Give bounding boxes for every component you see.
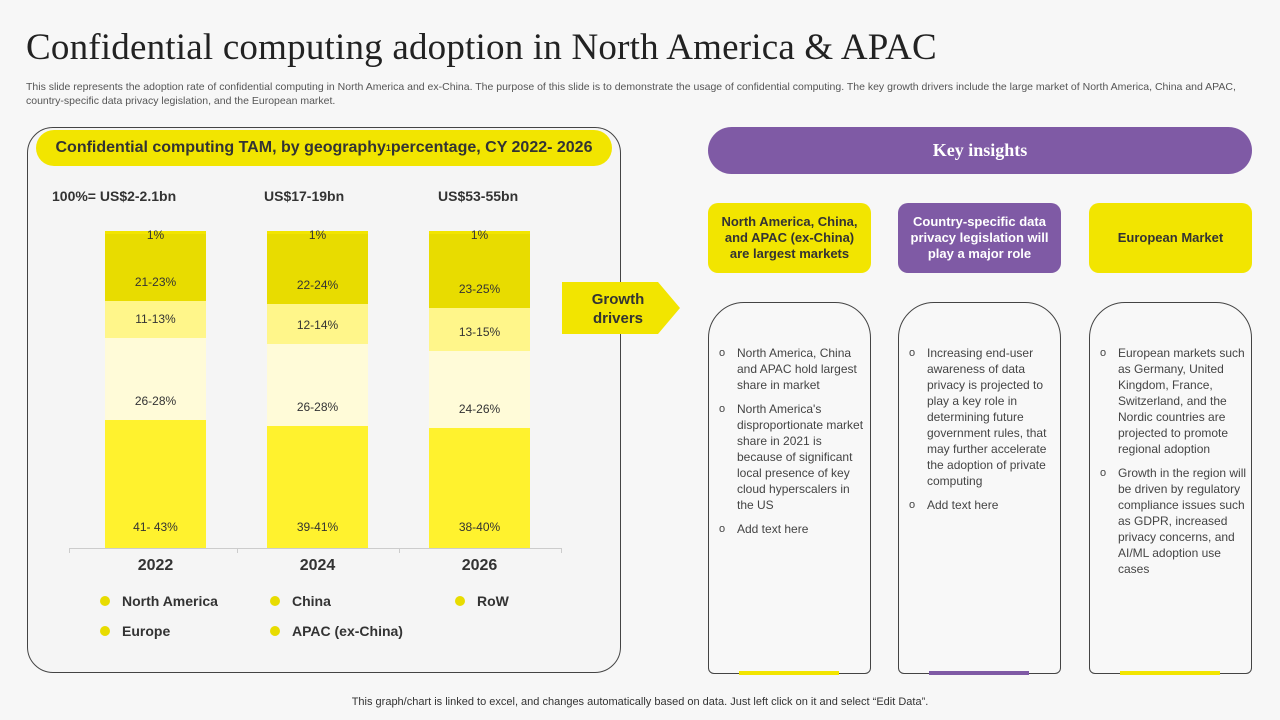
legend-north-america: North America <box>100 593 218 609</box>
bar-segment[interactable] <box>267 426 368 548</box>
bar-segment[interactable] <box>429 231 530 235</box>
legend-dot-icon <box>455 596 465 606</box>
slide-description: This slide represents the adoption rate … <box>26 81 1236 107</box>
legend-china: China <box>270 593 331 609</box>
insight-header-legislation: Country-specific data privacy legislatio… <box>898 203 1061 273</box>
legend-row: RoW <box>455 593 509 609</box>
legend-label: North America <box>122 593 218 609</box>
legend-label: Europe <box>122 623 171 639</box>
legend-dot-icon <box>270 626 280 636</box>
bar-segment[interactable] <box>105 234 206 302</box>
bar-segment[interactable] <box>105 419 206 548</box>
x-axis <box>69 548 561 549</box>
bar-segment[interactable] <box>429 234 530 308</box>
key-insights-header: Key insights <box>708 127 1252 174</box>
insight-card-markets: North America, China and APAC hold large… <box>708 302 871 675</box>
data-label: 22-24% <box>296 278 339 293</box>
arrow-shape-icon <box>562 282 680 334</box>
insight-header-markets: North America, China, and APAC (ex-China… <box>708 203 871 273</box>
data-label: 38-40% <box>458 520 501 534</box>
bar-segment[interactable] <box>267 304 368 344</box>
bar-segment[interactable] <box>429 307 530 352</box>
bullet-item: Growth in the region will be driven by r… <box>1098 465 1248 577</box>
bullet-item: North America, China and APAC hold large… <box>717 345 867 393</box>
bar-segment[interactable] <box>105 301 206 338</box>
data-label: 23-25% <box>458 281 501 296</box>
footer-note: This graph/chart is linked to excel, and… <box>351 696 929 708</box>
chart-title: Confidential computing TAM, by geography… <box>36 130 612 166</box>
bullet-item: Add text here <box>907 497 1057 513</box>
data-label: 1% <box>470 228 489 242</box>
legend-label: RoW <box>477 593 509 609</box>
x-tick-label: 2024 <box>299 557 336 574</box>
data-label: 1% <box>308 228 327 242</box>
data-label: 13-15% <box>458 325 501 340</box>
legend-label: China <box>292 593 331 609</box>
bar-segment[interactable] <box>267 343 368 427</box>
chart-title-superscript: 1 <box>385 143 391 153</box>
insight-card-legislation: Increasing end-user awareness of data pr… <box>898 302 1061 675</box>
x-tick-label: 2026 <box>461 557 498 574</box>
bullet-item: North America's disproportionate market … <box>717 401 867 513</box>
insight-card-europe: European markets such as Germany, United… <box>1089 302 1252 675</box>
legend-dot-icon <box>100 626 110 636</box>
bar-segment[interactable] <box>429 351 530 428</box>
data-label: 39-41% <box>296 520 339 534</box>
data-label: 26-28% <box>134 393 177 408</box>
data-label: 21-23% <box>134 275 177 290</box>
legend-label: APAC (ex-China) <box>292 623 403 639</box>
bullet-item: European markets such as Germany, United… <box>1098 345 1248 457</box>
insight-header-europe: European Market <box>1089 203 1252 273</box>
axis-tick <box>561 548 562 553</box>
data-label: 41- 43% <box>133 520 178 534</box>
growth-drivers-label: Growth drivers <box>591 291 645 327</box>
bar-segment[interactable] <box>105 231 206 235</box>
bar-total-label: US$53-55bn <box>438 188 519 204</box>
bar-segment[interactable] <box>105 337 206 420</box>
data-label: 1% <box>146 228 165 242</box>
bar-segment[interactable] <box>267 231 368 235</box>
page-title: Confidential computing adoption in North… <box>26 27 937 68</box>
bullet-item: Add text here <box>717 521 867 537</box>
axis-tick <box>237 548 238 553</box>
legend-dot-icon <box>100 596 110 606</box>
legend-europe: Europe <box>100 623 170 639</box>
bar-segment[interactable] <box>267 234 368 305</box>
axis-tick <box>69 548 70 553</box>
x-tick-label: 2022 <box>137 557 174 574</box>
data-label: 26-28% <box>296 400 339 415</box>
card-accent <box>929 671 1029 675</box>
bar-total-label: 100%= US$2-2.1bn <box>52 188 177 204</box>
bar-total-label: US$17-19bn <box>264 188 345 204</box>
data-label: 12-14% <box>296 317 339 332</box>
card-accent <box>739 671 839 675</box>
axis-tick <box>399 548 400 553</box>
chart-title-suffix: percentage, CY 2022- 2026 <box>390 139 593 156</box>
data-label: 24-26% <box>458 401 501 416</box>
legend-apac: APAC (ex-China) <box>270 623 403 639</box>
bullet-item: Increasing end-user awareness of data pr… <box>907 345 1057 489</box>
chart-title-text: Confidential computing TAM, by geography <box>55 139 386 156</box>
legend-dot-icon <box>270 596 280 606</box>
card-accent <box>1120 671 1220 675</box>
bar-segment[interactable] <box>429 427 530 548</box>
data-label: 11-13% <box>135 311 176 326</box>
